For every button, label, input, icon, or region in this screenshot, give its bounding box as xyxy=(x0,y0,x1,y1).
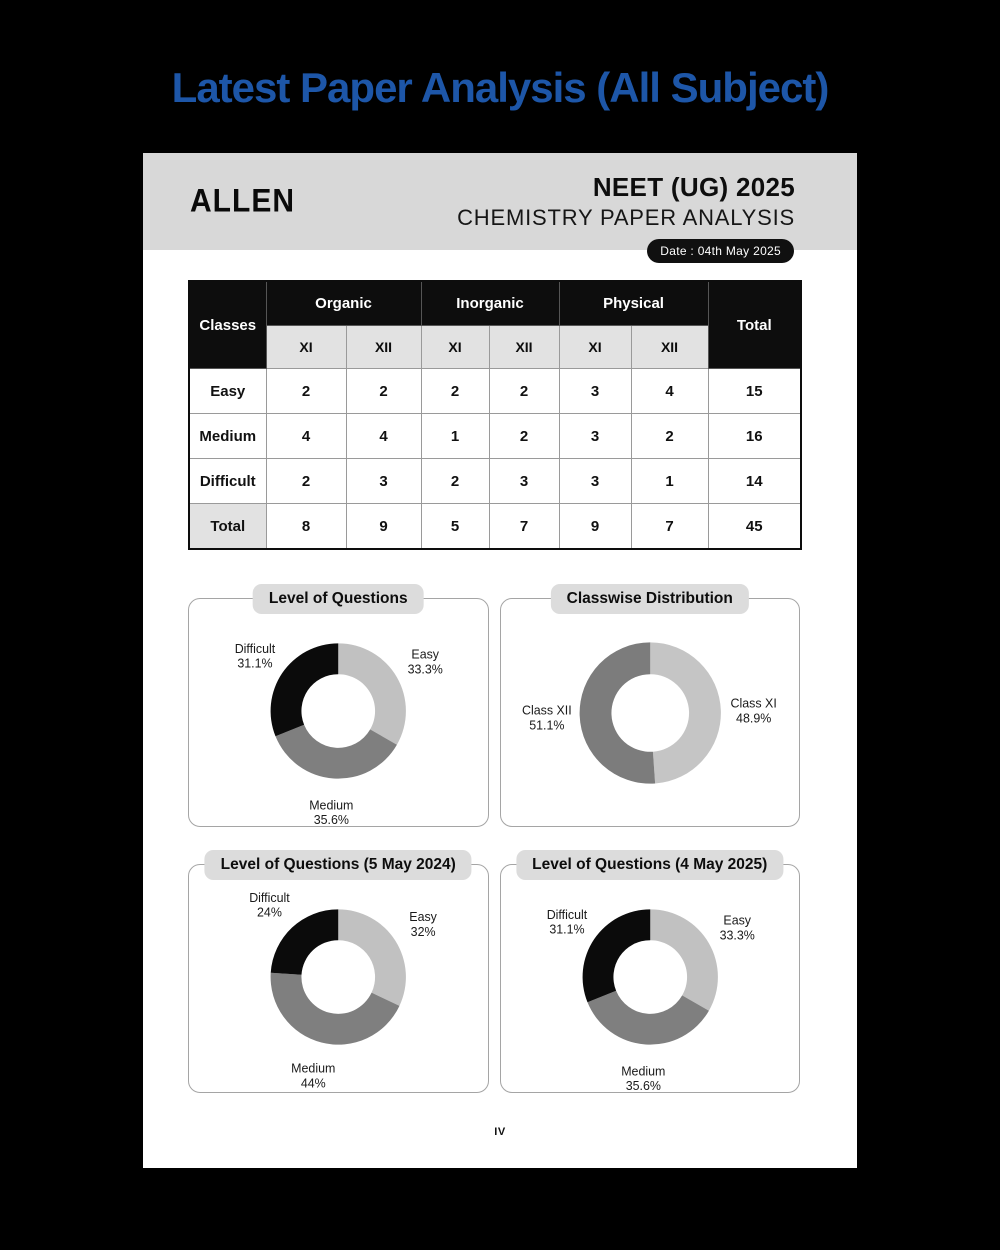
table-cell: 3 xyxy=(488,458,560,504)
donut-slice xyxy=(270,972,400,1045)
table-cell: 8 xyxy=(265,503,347,550)
donut-slice xyxy=(338,643,406,745)
table-cell: 4 xyxy=(630,368,709,414)
table-subheader-row: XI XII XI XII XI XII xyxy=(189,325,801,369)
slice-label: Class XII 51.1% xyxy=(521,704,571,733)
slice-label: Difficult 24% xyxy=(249,891,290,920)
donut-slice xyxy=(649,642,721,784)
col-header-total: Total xyxy=(707,280,802,369)
subcol-organic-xi: XI xyxy=(265,325,347,369)
slice-label: Medium 35.6% xyxy=(309,798,353,826)
subcol-physical-xii: XII xyxy=(630,325,709,369)
slice-label: Easy 33.3% xyxy=(719,914,754,943)
row-total-cell: 15 xyxy=(707,368,802,414)
subcol-inorganic-xii: XII xyxy=(488,325,560,369)
chart-card-level-of-questions: Level of Questions Easy 33.3% Medium 35.6% D… xyxy=(188,584,489,827)
donut-slice xyxy=(649,909,718,1011)
header-banner: ALLEN NEET (UG) 2025 CHEMISTRY PAPER ANA… xyxy=(143,153,857,263)
slice-label: Medium 35.6% xyxy=(621,1064,665,1092)
chart-card-level-2025: Level of Questions (4 May 2025) Easy 33.3… xyxy=(499,850,800,1093)
col-header-classes: Classes xyxy=(188,280,267,369)
slice-label: Easy 32% xyxy=(409,910,437,939)
row-total-cell: 45 xyxy=(707,503,802,550)
donut-chart: Class XI 48.9% Class XII 51.1% xyxy=(521,642,776,784)
table-row: Total 8 9 5 7 9 7 45 xyxy=(188,503,802,550)
table-row: Difficult 2 3 2 3 3 1 14 xyxy=(188,458,802,504)
table-cell: 2 xyxy=(420,368,490,414)
table-cell: 2 xyxy=(630,413,709,459)
table-cell: 2 xyxy=(345,368,422,414)
slice-label: Class XI 48.9% xyxy=(730,696,776,725)
table-cell: 4 xyxy=(265,413,347,459)
slice-label: Difficult 31.1% xyxy=(546,908,587,937)
slice-label: Easy 33.3% xyxy=(408,648,443,677)
row-label: Difficult xyxy=(188,458,267,504)
chart-title: Level of Questions (4 May 2025) xyxy=(516,850,784,880)
charts-grid: Level of Questions Easy 33.3% Medium 35.6% D… xyxy=(188,584,800,1093)
subcol-organic-xii: XII xyxy=(345,325,422,369)
row-label: Easy xyxy=(188,368,267,414)
donut-slice xyxy=(586,990,709,1045)
table-cell: 2 xyxy=(265,368,347,414)
table-cell: 5 xyxy=(420,503,490,550)
table-row: Medium 4 4 1 2 3 2 16 xyxy=(188,413,802,459)
table-cell: 2 xyxy=(488,413,560,459)
donut-slice xyxy=(275,724,397,779)
chart-title: Level of Questions xyxy=(252,584,424,614)
table-cell: 7 xyxy=(630,503,709,550)
table-cell: 3 xyxy=(558,458,632,504)
exam-title: NEET (UG) 2025 xyxy=(592,172,795,203)
chart-title: Level of Questions (5 May 2024) xyxy=(204,850,472,880)
analysis-table: Classes Organic Inorganic Physical Total… xyxy=(188,280,803,550)
col-group-organic: Organic xyxy=(265,280,422,326)
chart-card-level-2024: Level of Questions (5 May 2024) Easy 32% M… xyxy=(188,850,489,1093)
donut-slice xyxy=(338,909,406,1006)
slice-label: Medium 44% xyxy=(291,1061,335,1090)
table-cell: 4 xyxy=(345,413,422,459)
donut-chart: Easy 33.3% Medium 35.6% Difficult 31.1% xyxy=(546,908,754,1092)
row-label: Total xyxy=(188,503,267,550)
table-cell: 2 xyxy=(488,368,560,414)
row-label: Medium xyxy=(188,413,267,459)
allen-logo: ALLEN xyxy=(190,183,295,219)
table-row: Easy 2 2 2 2 3 4 15 xyxy=(188,368,802,414)
table-cell: 9 xyxy=(345,503,422,550)
subcol-inorganic-xi: XI xyxy=(420,325,490,369)
row-total-cell: 14 xyxy=(707,458,802,504)
slice-label: Difficult 31.1% xyxy=(235,642,276,671)
paper-subtitle: CHEMISTRY PAPER ANALYSIS xyxy=(457,204,795,230)
table-cell: 2 xyxy=(420,458,490,504)
subcol-physical-xi: XI xyxy=(558,325,632,369)
table-cell: 1 xyxy=(630,458,709,504)
table-cell: 3 xyxy=(558,413,632,459)
col-group-physical: Physical xyxy=(558,280,709,326)
donut-slice xyxy=(270,909,339,975)
donut-chart: Easy 32% Medium 44% Difficult 24% xyxy=(249,891,437,1091)
donut-slice xyxy=(579,642,655,784)
table-cell: 2 xyxy=(265,458,347,504)
document-sheet: ALLEN NEET (UG) 2025 CHEMISTRY PAPER ANA… xyxy=(143,153,857,1168)
page-number: IV xyxy=(494,1126,506,1138)
table-cell: 3 xyxy=(345,458,422,504)
donut-slice xyxy=(582,909,650,1003)
donut-chart: Easy 33.3% Medium 35.6% Difficult 31.1% xyxy=(235,642,443,826)
table-header-row: Classes Organic Inorganic Physical Total xyxy=(188,280,802,369)
header-title-block: NEET (UG) 2025 CHEMISTRY PAPER ANALYSIS xyxy=(457,174,795,230)
table-cell: 9 xyxy=(558,503,632,550)
col-group-inorganic: Inorganic xyxy=(420,280,560,326)
table-cell: 3 xyxy=(558,368,632,414)
table-cell: 7 xyxy=(488,503,560,550)
date-badge: Date : 04th May 2025 xyxy=(647,239,794,263)
table-cell: 1 xyxy=(420,413,490,459)
row-total-cell: 16 xyxy=(707,413,802,459)
chart-title: Classwise Distribution xyxy=(550,584,749,614)
chart-card-classwise-distribution: Classwise Distribution Class XI 48.9% Clas… xyxy=(499,584,800,827)
page-title: Latest Paper Analysis (All Subject) xyxy=(171,64,830,111)
donut-slice xyxy=(270,643,339,737)
